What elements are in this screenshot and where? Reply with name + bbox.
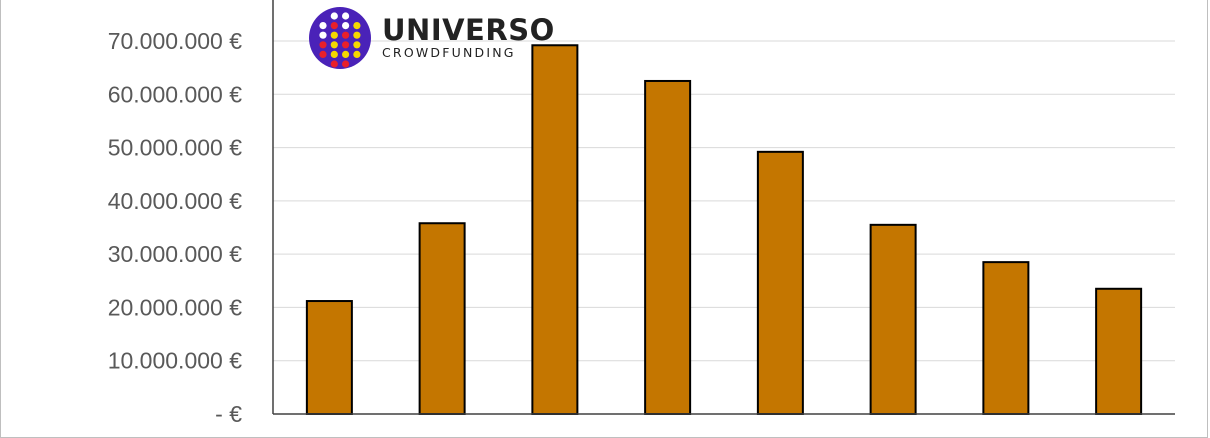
logo-dot (342, 31, 350, 39)
logo-dot (342, 60, 350, 68)
bar (982, 261, 1030, 415)
logo-dot (330, 12, 338, 20)
bar (756, 150, 804, 415)
y-tick-label: 40.000.000 € (108, 188, 243, 214)
logo-dot (342, 41, 350, 49)
bar (644, 79, 692, 415)
logo-dot (342, 50, 350, 59)
y-tick-label: 60.000.000 € (108, 81, 243, 107)
y-tick-label: 10.000.000 € (108, 348, 243, 374)
y-tick-label: 70.000.000 € (108, 28, 243, 54)
logo-dot (330, 60, 338, 68)
logo-dot (319, 41, 327, 49)
logo-subtitle: CROWDFUNDING (382, 45, 516, 60)
logo-dot (342, 12, 350, 20)
y-tick-label: 50.000.000 € (108, 135, 243, 161)
logo-dot (342, 22, 350, 30)
bar (418, 222, 466, 415)
bar (531, 44, 579, 416)
bar (305, 300, 353, 415)
bar (1095, 287, 1143, 415)
y-tick-label: 20.000.000 € (108, 294, 243, 320)
logo-circle-icon (309, 7, 371, 69)
logo-dot (330, 41, 338, 49)
y-tick-label: 30.000.000 € (108, 241, 243, 267)
bar (869, 223, 917, 415)
logo-dot (353, 22, 361, 30)
logo-dot (330, 22, 338, 30)
logo-dot (353, 41, 361, 49)
y-tick-label: - € (215, 401, 242, 423)
logo-name: UNIVERSO (382, 13, 555, 47)
bar-chart: - € 10.000.000 € 20.000.000 € 30.000.000 € 4… (108, 0, 1175, 423)
logo-dot (330, 31, 338, 39)
logo-dot (319, 22, 327, 30)
logo-dot (319, 50, 327, 59)
logo-dot (353, 50, 361, 59)
logo-dot (330, 50, 338, 59)
logo-dot (319, 31, 327, 39)
logo-dot (353, 31, 361, 39)
